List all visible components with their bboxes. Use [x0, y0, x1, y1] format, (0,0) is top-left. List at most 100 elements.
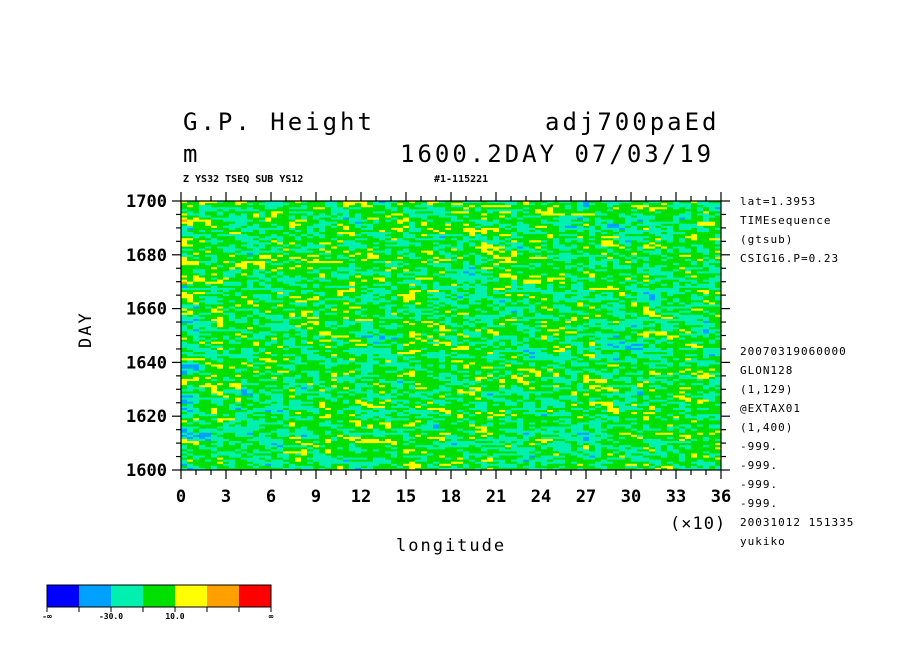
heatmap-cell: [307, 285, 314, 289]
heatmap-cell: [529, 263, 536, 266]
heatmap-cell: [217, 203, 224, 206]
heatmap-cell: [691, 209, 698, 212]
heatmap-cell: [673, 281, 680, 285]
heatmap-cell: [415, 298, 422, 301]
heatmap-cell: [319, 285, 326, 289]
heatmap-cell: [421, 267, 428, 270]
heatmap-cell: [457, 254, 464, 258]
heatmap-cell: [349, 298, 356, 301]
heatmap-cell: [553, 240, 560, 243]
heatmap-cell: [289, 229, 296, 233]
heatmap-cell: [505, 223, 512, 227]
heatmap-cell: [253, 273, 260, 277]
heatmap-cell: [277, 308, 284, 312]
heatmap-cell: [487, 219, 494, 223]
heatmap-cell: [529, 287, 536, 291]
heatmap-cell: [181, 227, 188, 231]
heatmap-cell: [571, 287, 578, 291]
heatmap-cell: [277, 225, 284, 229]
heatmap-cell: [385, 244, 392, 248]
heatmap-cell: [499, 263, 506, 266]
heatmap-cell: [181, 304, 188, 308]
heatmap-cell: [355, 258, 362, 262]
heatmap-cell: [187, 217, 194, 221]
heatmap-cell: [709, 296, 716, 299]
heatmap-cell: [439, 242, 446, 246]
heatmap-cell: [673, 296, 680, 299]
heatmap-cell: [715, 285, 721, 289]
heatmap-cell: [445, 271, 452, 275]
heatmap-cell: [613, 310, 620, 314]
heatmap-cell: [277, 306, 284, 310]
heatmap-cell: [199, 238, 206, 241]
heatmap-cell: [355, 242, 362, 246]
heatmap-cell: [313, 229, 320, 233]
heatmap-cell: [295, 306, 302, 310]
heatmap-cell: [601, 261, 608, 264]
heatmap-cell: [307, 246, 314, 250]
heatmap-cell: [529, 248, 536, 252]
heatmap-cell: [457, 283, 464, 287]
heatmap-cell: [241, 201, 248, 204]
heatmap-cell: [487, 285, 494, 289]
heatmap-cell: [445, 294, 452, 297]
heatmap-cell: [205, 236, 212, 239]
heatmap-cell: [277, 261, 284, 264]
heatmap-cell: [619, 209, 626, 212]
heatmap-cell: [259, 234, 266, 237]
heatmap-cell: [337, 306, 344, 310]
heatmap-cell: [247, 261, 254, 264]
heatmap-cell: [253, 229, 260, 233]
heatmap-cell: [397, 298, 404, 301]
heatmap-cell: [643, 221, 650, 225]
heatmap-cell: [583, 302, 590, 306]
heatmap-cell: [253, 294, 260, 297]
heatmap-cell: [367, 258, 374, 262]
heatmap-cell: [181, 240, 188, 243]
heatmap-cell: [673, 227, 680, 231]
heatmap-cell: [511, 312, 518, 316]
heatmap-cell: [211, 271, 218, 275]
heatmap-cell: [319, 252, 326, 256]
heatmap-cell: [397, 244, 404, 248]
heatmap-cell: [529, 258, 536, 262]
heatmap-cell: [409, 246, 416, 250]
heatmap-cell: [505, 250, 512, 254]
heatmap-cell: [565, 225, 572, 229]
heatmap-cell: [223, 213, 230, 217]
heatmap-cell: [613, 209, 620, 212]
heatmap-cell: [319, 242, 326, 246]
heatmap-cell: [625, 232, 632, 235]
heatmap-cell: [709, 232, 716, 235]
heatmap-cell: [601, 306, 608, 310]
heatmap-cell: [271, 273, 278, 277]
heatmap-cell: [547, 203, 554, 206]
heatmap-cell: [313, 306, 320, 310]
heatmap-cell: [199, 283, 206, 287]
heatmap-cell: [247, 211, 254, 215]
heatmap-cell: [649, 201, 656, 204]
heatmap-cell: [211, 256, 218, 260]
heatmap-cell: [523, 287, 530, 291]
heatmap-cell: [697, 287, 704, 291]
heatmap-cell: [571, 265, 578, 268]
heatmap-cell: [457, 234, 464, 237]
heatmap-cell: [469, 265, 476, 268]
heatmap-cell: [577, 213, 584, 217]
heatmap-cell: [427, 298, 434, 301]
heatmap-cell: [241, 273, 248, 277]
heatmap-cell: [307, 213, 314, 217]
heatmap-cell: [631, 271, 638, 275]
heatmap-cell: [211, 273, 218, 277]
heatmap-cell: [673, 201, 680, 204]
heatmap-cell: [571, 242, 578, 246]
heatmap-cell: [373, 271, 380, 275]
heatmap-cell: [217, 310, 224, 314]
heatmap-cell: [445, 201, 452, 204]
heatmap-cell: [601, 236, 608, 239]
heatmap-cell: [385, 289, 392, 293]
heatmap-cell: [703, 306, 710, 310]
heatmap-cell: [577, 300, 584, 303]
heatmap-cell: [427, 236, 434, 239]
heatmap-cell: [193, 287, 200, 291]
